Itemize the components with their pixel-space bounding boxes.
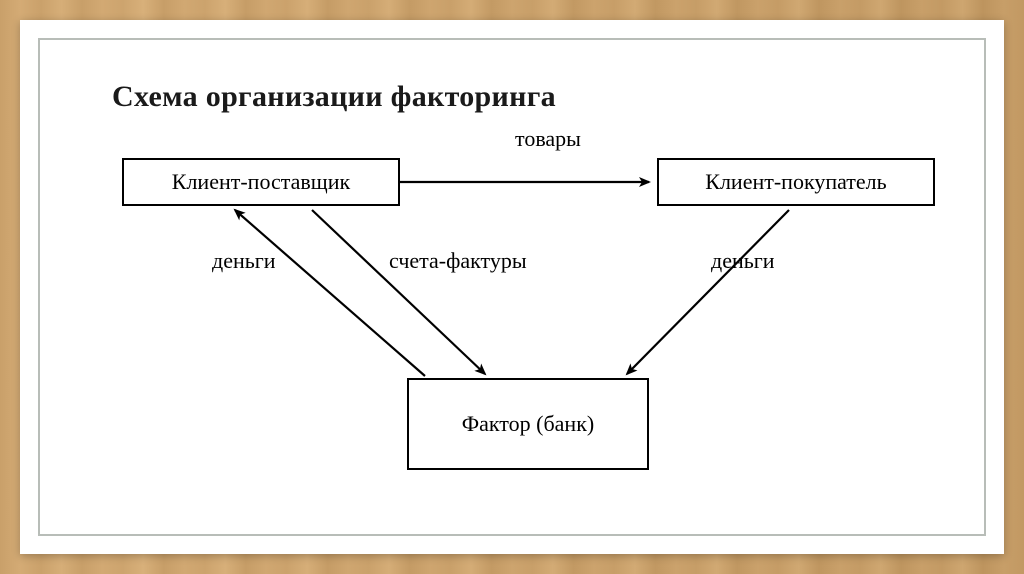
- edge-label-supplier-buyer: товары: [515, 126, 581, 152]
- edge-supplier-factor: [312, 210, 485, 374]
- factoring-diagram: Клиент-поставщик Клиент-покупатель Фактор …: [97, 118, 967, 498]
- slide-card: Схема организации факторинга Клиент-пост…: [20, 20, 1004, 554]
- edge-factor-supplier: [235, 210, 425, 376]
- edge-label-supplier-factor: счета-фактуры: [389, 248, 527, 274]
- node-factor: Фактор (банк): [407, 378, 649, 470]
- node-buyer: Клиент-покупатель: [657, 158, 935, 206]
- edge-label-buyer-factor: деньги: [711, 248, 775, 274]
- node-supplier: Клиент-поставщик: [122, 158, 400, 206]
- slide-title: Схема организации факторинга: [112, 80, 962, 114]
- edge-buyer-factor: [627, 210, 789, 374]
- edge-label-factor-supplier: деньги: [212, 248, 276, 274]
